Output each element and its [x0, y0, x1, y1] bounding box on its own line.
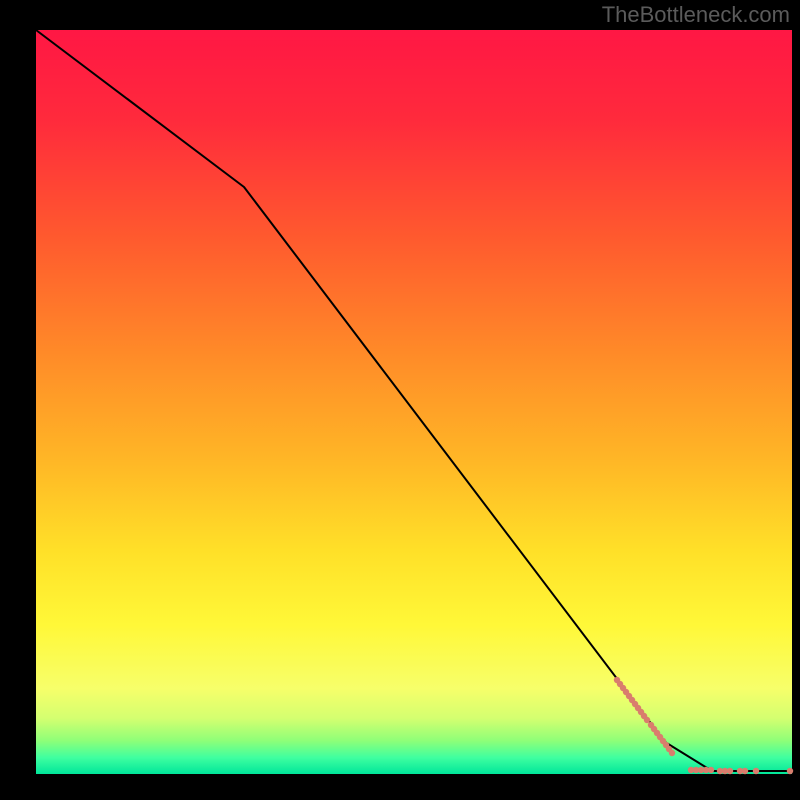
data-marker	[644, 717, 650, 723]
data-marker	[669, 750, 675, 756]
heat-rect	[36, 30, 792, 774]
data-marker	[727, 768, 733, 774]
data-marker	[787, 768, 793, 774]
data-marker	[742, 768, 748, 774]
chart-stage: TheBottleneck.com	[0, 0, 800, 800]
data-marker	[708, 767, 714, 773]
data-marker	[753, 768, 759, 774]
chart-svg	[0, 0, 800, 800]
